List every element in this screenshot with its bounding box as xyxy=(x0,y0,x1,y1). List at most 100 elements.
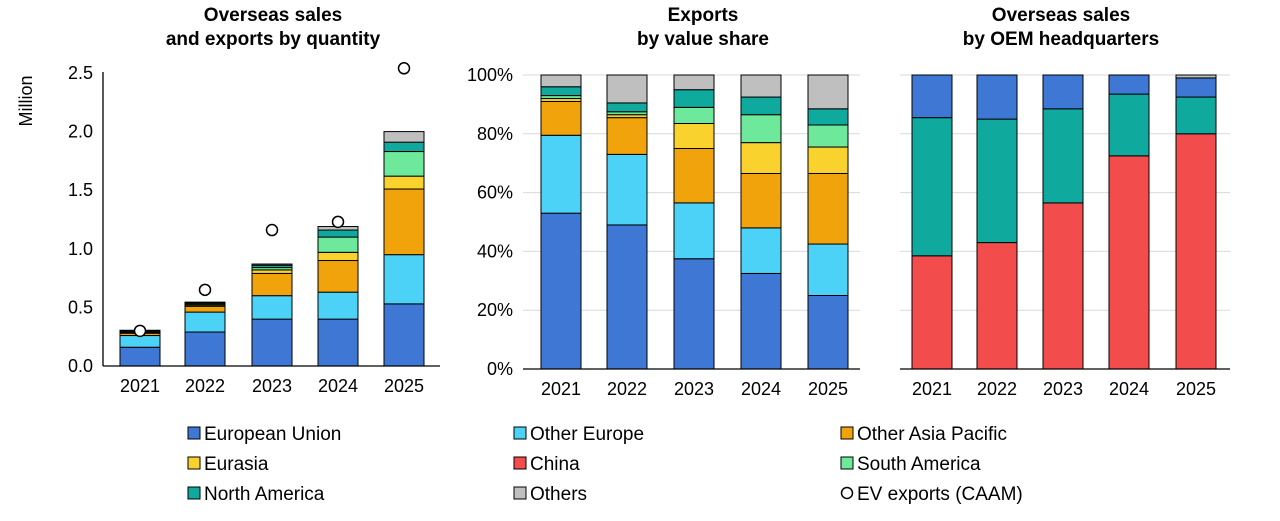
bar-segment-other-europe xyxy=(184,311,226,333)
ev-export-marker xyxy=(198,283,212,297)
bar-segment-european-union xyxy=(383,303,425,367)
x-tick-label: 2025 xyxy=(808,379,848,399)
bar-segment-china xyxy=(1042,202,1084,370)
y-tick-label: 1.0 xyxy=(68,239,93,259)
bar-segment-china xyxy=(911,255,953,370)
bar-segment-eurasia xyxy=(740,142,782,174)
bar-segment-european-union xyxy=(976,74,1018,120)
y-tick-label: 0.0 xyxy=(68,356,93,376)
bar-segment-other-asia-pacific xyxy=(540,100,582,136)
chart-title-line: Overseas sales xyxy=(992,5,1130,26)
bar-segment-other-europe xyxy=(383,254,425,305)
bar-segment-others xyxy=(673,74,715,91)
bar-segment-eurasia xyxy=(251,269,293,274)
y-tick-label: 2.5 xyxy=(68,63,93,83)
bar-segment-north-america xyxy=(606,102,648,113)
bar-segment-north-america xyxy=(740,96,782,116)
bar-segment-others xyxy=(606,74,648,104)
x-tick-label: 2021 xyxy=(541,379,581,399)
chart-title-line: Overseas sales xyxy=(204,5,342,26)
y-tick-label: 40% xyxy=(477,241,513,261)
y-tick-label: 0.5 xyxy=(68,297,93,317)
x-tick-label: 2024 xyxy=(741,379,781,399)
x-tick-label: 2022 xyxy=(607,379,647,399)
x-tick-label: 2023 xyxy=(674,379,714,399)
bar-segment-other-asia-pacific xyxy=(251,272,293,297)
legend-label-china: China xyxy=(530,454,580,475)
bar-segment-european-union xyxy=(251,318,293,367)
bar-segment-european-union xyxy=(119,346,161,367)
bar-segment-european-union xyxy=(807,295,849,370)
bar-segment-north-america xyxy=(673,89,715,108)
bar-segment-other-europe xyxy=(119,335,161,348)
bar-segment-other-europe xyxy=(540,134,582,214)
bar-segment-other-asia-pacific xyxy=(807,172,849,245)
chart-panel-1: Overseas sales and exports by quantity Mil… xyxy=(16,5,440,396)
bar-segment-south-america xyxy=(317,236,359,253)
bar-segment-others xyxy=(383,131,425,143)
bar-segment-north-america xyxy=(976,118,1018,244)
bar-segment-eurasia xyxy=(807,146,849,174)
bar-segment-china xyxy=(1108,155,1150,370)
bar-segment-china xyxy=(1175,133,1217,370)
chart-legend: European Union Other Europe Other Asia Pac… xyxy=(187,424,1023,505)
y-tick-label: 80% xyxy=(477,124,513,144)
bar-segment-european-union xyxy=(317,318,359,367)
legend-label-other-asia-pacific: Other Asia Pacific xyxy=(857,424,1007,445)
y-tick-label: 20% xyxy=(477,300,513,320)
bar-segment-european-union xyxy=(184,331,226,367)
bar-segment-other-asia-pacific xyxy=(606,117,648,155)
x-tick-label: 2022 xyxy=(185,376,225,396)
bar-segment-other-europe xyxy=(807,243,849,297)
x-tick-label: 2023 xyxy=(252,376,292,396)
legend-label-others: Others xyxy=(530,484,587,505)
bar-segment-european-union xyxy=(911,74,953,119)
bar-segment-others xyxy=(540,74,582,88)
legend-swatch-others xyxy=(513,486,527,500)
bar-segment-european-union xyxy=(1042,74,1084,110)
bar-segment-north-america xyxy=(807,108,849,126)
bar-segment-south-america xyxy=(673,106,715,125)
chart-title-line: and exports by quantity xyxy=(166,29,381,50)
bar-segment-others xyxy=(807,74,849,110)
y-tick-label: 60% xyxy=(477,183,513,203)
bar-segment-european-union xyxy=(673,258,715,370)
legend-label-north-america: North America xyxy=(204,484,325,505)
x-tick-label: 2022 xyxy=(977,379,1017,399)
bar-segment-north-america xyxy=(317,229,359,238)
bar-segment-other-asia-pacific xyxy=(317,260,359,293)
bar-segment-north-america xyxy=(383,141,425,153)
legend-swatch-china xyxy=(513,456,527,470)
bar-segment-other-asia-pacific xyxy=(740,172,782,229)
legend-swatch-other-europe xyxy=(513,426,527,440)
ev-export-marker xyxy=(133,324,147,338)
x-tick-label: 2024 xyxy=(1109,379,1149,399)
legend-label-ev-exports-caam: EV exports (CAAM) xyxy=(857,484,1023,505)
bar-segment-other-asia-pacific xyxy=(184,305,226,313)
chart-title-line: by OEM headquarters xyxy=(963,29,1159,50)
legend-label-european-union: European Union xyxy=(204,424,341,445)
chart-panel-3: Overseas sales by OEM headquarters 2021 202… xyxy=(900,5,1230,399)
bar-segment-south-america xyxy=(740,114,782,144)
y-tick-label: 100% xyxy=(467,65,513,85)
legend-swatch-north-america xyxy=(187,486,201,500)
bar-segment-china xyxy=(976,242,1018,370)
bar-segment-south-america xyxy=(807,124,849,148)
chart-title-line: Exports xyxy=(668,5,739,26)
bar-segment-north-america xyxy=(1108,93,1150,157)
bar-segment-north-america xyxy=(911,117,953,257)
bar-segment-north-america xyxy=(540,86,582,97)
ev-export-marker xyxy=(331,215,345,229)
bar-segment-other-asia-pacific xyxy=(383,188,425,256)
bar-segment-others xyxy=(740,74,782,98)
bar-segment-others xyxy=(251,263,293,266)
bar-segment-eurasia xyxy=(383,175,425,190)
chart-panel-2: Exports by value share 0% 20% 40% 60% 80% 100% 2… xyxy=(467,5,860,399)
bar-segment-european-union xyxy=(606,224,648,370)
bar-segment-others xyxy=(1175,74,1217,79)
y-tick-label: 2.0 xyxy=(68,122,93,142)
x-tick-label: 2021 xyxy=(120,376,160,396)
x-tick-label: 2025 xyxy=(384,376,424,396)
